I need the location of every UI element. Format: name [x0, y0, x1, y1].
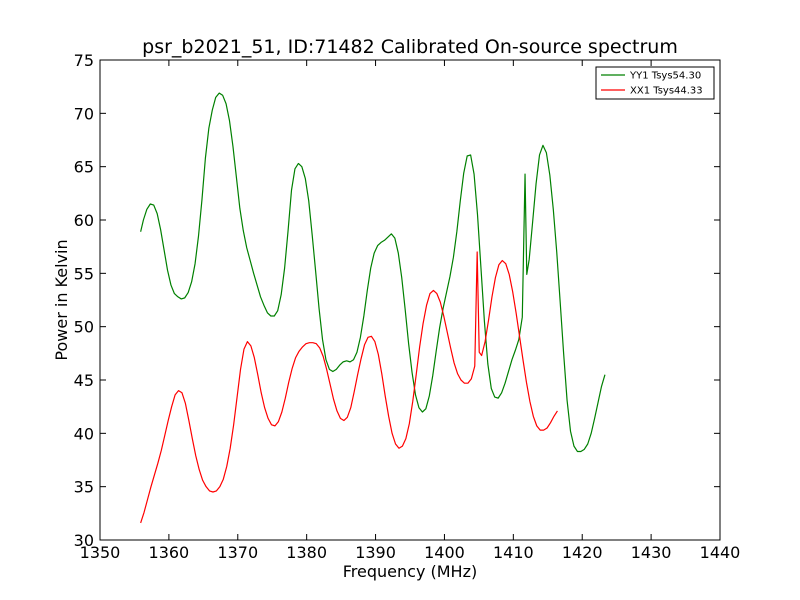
series-line-xx1	[140, 251, 558, 524]
y-axis-label: Power in Kelvin	[52, 239, 71, 360]
y-tick-label: 30	[74, 531, 94, 550]
legend: YY1 Tsys54.30 XX1 Tsys44.33	[595, 66, 715, 100]
x-tick-label: 1390	[355, 543, 396, 562]
plot-frame	[99, 59, 721, 541]
x-tick-label: 1400	[424, 543, 465, 562]
x-tick-label: 1420	[562, 543, 603, 562]
tick-layer: 1350 1360 1370 1380 1390 1400 1410 1420 1430 1440…	[74, 51, 741, 562]
y-tick-label: 55	[74, 264, 94, 283]
x-tick-label: 1360	[149, 543, 190, 562]
y-tick-label: 45	[74, 371, 94, 390]
y-tick-label: 65	[74, 158, 94, 177]
y-tick-label: 40	[74, 424, 94, 443]
x-tick-label: 1410	[493, 543, 534, 562]
legend-label-xx1: XX1 Tsys44.33	[630, 86, 703, 97]
y-tick-label: 70	[74, 104, 94, 123]
x-tick-label: 1380	[286, 543, 327, 562]
y-tick-label: 75	[74, 51, 94, 70]
y-tick-label: 50	[74, 318, 94, 337]
x-tick-label: 1440	[700, 543, 741, 562]
y-tick-label: 35	[74, 478, 94, 497]
legend-box	[595, 66, 715, 100]
series-layer	[140, 92, 606, 524]
chart-title: psr_b2021_51, ID:71482 Calibrated On-sou…	[142, 36, 678, 58]
x-tick-label: 1370	[217, 543, 258, 562]
legend-label-yy1: YY1 Tsys54.30	[629, 71, 701, 82]
series-line-yy1	[140, 92, 606, 453]
y-tick-label: 60	[74, 211, 94, 230]
x-tick-label: 1350	[80, 543, 121, 562]
x-axis-label: Frequency (MHz)	[343, 562, 477, 581]
plot-area: 1350 1360 1370 1380 1390 1400 1410 1420 1430 1440…	[74, 51, 741, 562]
x-tick-label: 1430	[631, 543, 672, 562]
